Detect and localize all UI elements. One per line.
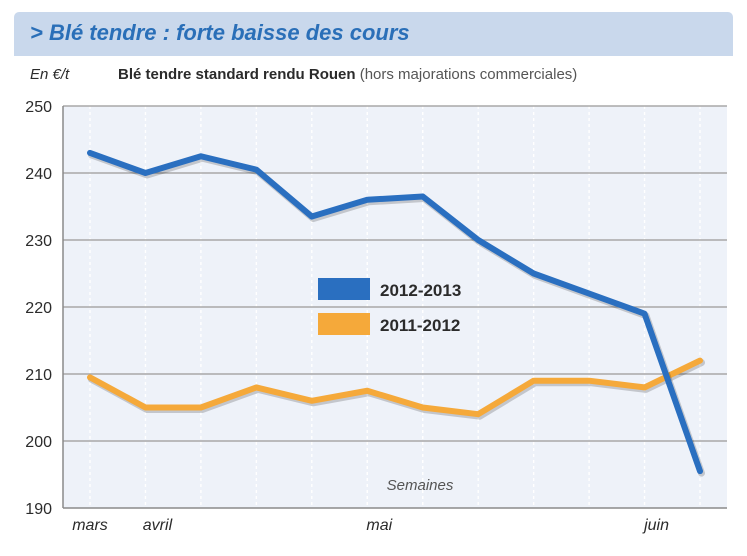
chart-headline: > Blé tendre : forte baisse des cours <box>30 20 410 45</box>
legend-label: 2011-2012 <box>380 316 460 335</box>
x-tick-label: juin <box>642 517 669 534</box>
x-axis-label: Semaines <box>387 477 454 494</box>
x-tick-label: mai <box>366 517 392 534</box>
legend-label: 2012-2013 <box>380 281 461 300</box>
series-line <box>87 357 703 418</box>
series-line <box>87 149 703 475</box>
chart-title: Blé tendre standard rendu Rouen <box>118 66 356 83</box>
chart-title-block: Blé tendre standard rendu Rouen (hors ma… <box>118 66 577 83</box>
y-tick-label: 250 <box>25 99 52 116</box>
y-tick-label: 230 <box>25 233 52 250</box>
header-banner: > Blé tendre : forte baisse des cours <box>14 12 733 56</box>
chart-subtitle: (hors majorations commerciales) <box>359 66 578 83</box>
y-tick-label: 190 <box>25 501 52 518</box>
y-tick-label: 210 <box>25 367 52 384</box>
y-tick-label: 220 <box>25 300 52 317</box>
y-tick-label: 200 <box>25 434 52 451</box>
x-tick-label: avril <box>143 517 173 534</box>
unit-label: En €/t <box>30 66 70 83</box>
x-tick-label: mars <box>72 517 108 534</box>
legend-swatch <box>318 313 370 335</box>
legend-swatch <box>318 278 370 300</box>
y-tick-label: 240 <box>25 166 52 183</box>
